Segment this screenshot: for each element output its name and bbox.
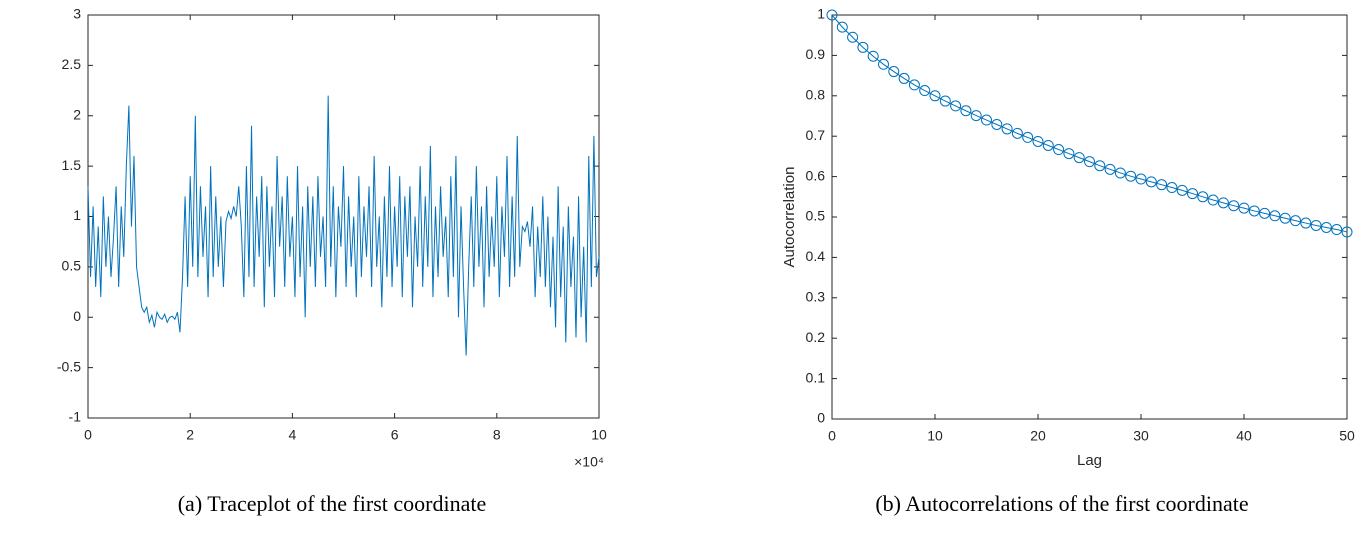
marker: [1135, 173, 1147, 185]
marker: [1042, 139, 1054, 151]
marker: [1073, 152, 1085, 164]
y-tick-label: 0.1: [806, 369, 826, 385]
marker: [1331, 224, 1343, 236]
marker: [1114, 167, 1126, 179]
marker: [1310, 219, 1322, 231]
data-line: [87, 95, 600, 356]
marker: [867, 50, 879, 62]
y-tick-label: -1: [69, 409, 82, 425]
marker: [1300, 217, 1312, 229]
x-tick-label: 20: [1030, 428, 1046, 444]
x-tick-label: 10: [927, 428, 943, 444]
x-tick-label: 10: [591, 427, 607, 443]
marker: [1084, 156, 1095, 168]
x-tick-label: 0: [828, 428, 836, 444]
x-tick-label: 4: [289, 427, 297, 443]
x-tick-label: 8: [493, 427, 501, 443]
marker: [1207, 194, 1219, 206]
marker: [888, 66, 900, 78]
marker: [1187, 188, 1198, 200]
y-tick-label: 2: [73, 106, 81, 122]
marker: [981, 114, 992, 126]
marker: [929, 90, 941, 102]
marker: [1279, 212, 1291, 224]
marker: [1063, 148, 1075, 160]
y-tick-label: 0.6: [806, 167, 826, 183]
marker: [1238, 202, 1250, 214]
marker: [1248, 205, 1260, 217]
y-tick-label: 0.4: [806, 248, 826, 264]
marker: [1011, 127, 1023, 139]
marker: [991, 118, 1003, 130]
marker: [1094, 160, 1106, 172]
marker: [1125, 170, 1137, 182]
marker: [898, 72, 910, 84]
marker: [1053, 144, 1065, 156]
marker: [1228, 200, 1240, 212]
y-tick-label: 0.9: [806, 46, 826, 62]
marker: [1166, 182, 1178, 194]
marker: [836, 21, 848, 33]
y-tick-label: 0.3: [806, 289, 826, 305]
marker: [970, 110, 982, 122]
x-tick-label: 30: [1133, 428, 1149, 444]
x-tick-label: 2: [186, 427, 194, 443]
x-tick-label: 0: [84, 427, 92, 443]
caption: (b) Autocorrelations of the first coordi…: [875, 491, 1248, 516]
y-tick-label: 1.5: [62, 157, 82, 173]
x-tick-label: 6: [391, 427, 399, 443]
marker: [1032, 135, 1044, 147]
y-tick-label: 2.5: [62, 56, 82, 72]
data-line: [831, 14, 1348, 233]
marker: [857, 41, 869, 53]
marker: [1104, 163, 1116, 175]
y-tick-label: -0.5: [57, 358, 81, 374]
x-tick-label: 40: [1236, 428, 1252, 444]
x-axis-label: Lag: [1077, 452, 1102, 469]
marker: [847, 31, 859, 43]
y-tick-label: 0.5: [806, 208, 826, 224]
y-tick-label: 0.7: [806, 127, 826, 143]
marker: [1176, 184, 1188, 196]
marker: [908, 79, 920, 91]
marker: [939, 95, 951, 107]
marker: [960, 105, 972, 117]
marker: [1341, 226, 1353, 238]
axes-box: [87, 14, 600, 419]
y-tick-label: 3: [73, 6, 81, 22]
y-tick-label: 1: [817, 6, 825, 22]
marker: [1022, 131, 1034, 143]
marker: [1269, 210, 1281, 222]
y-tick-label: 0.2: [806, 329, 826, 345]
caption: (a) Traceplot of the first coordinate: [178, 491, 487, 516]
marker: [1320, 222, 1332, 234]
y-tick-label: 0.5: [62, 258, 82, 274]
y-axis-label: Autocorrelation: [781, 167, 798, 268]
marker: [1217, 197, 1229, 209]
y-tick-label: 0: [817, 410, 825, 426]
marker: [1156, 179, 1168, 191]
y-tick-label: 1: [73, 207, 81, 223]
y-tick-label: 0.8: [806, 87, 826, 103]
marker: [826, 9, 838, 21]
marker: [1290, 215, 1301, 227]
marker: [1145, 176, 1157, 188]
marker: [1259, 207, 1271, 219]
marker: [1001, 123, 1013, 135]
marker: [950, 100, 962, 112]
x-tick-label: 50: [1339, 428, 1355, 444]
marker: [878, 58, 889, 70]
y-tick-label: 0: [73, 308, 81, 324]
marker: [919, 85, 931, 97]
x-multiplier: ×10⁴: [574, 454, 604, 470]
marker: [1197, 191, 1209, 203]
